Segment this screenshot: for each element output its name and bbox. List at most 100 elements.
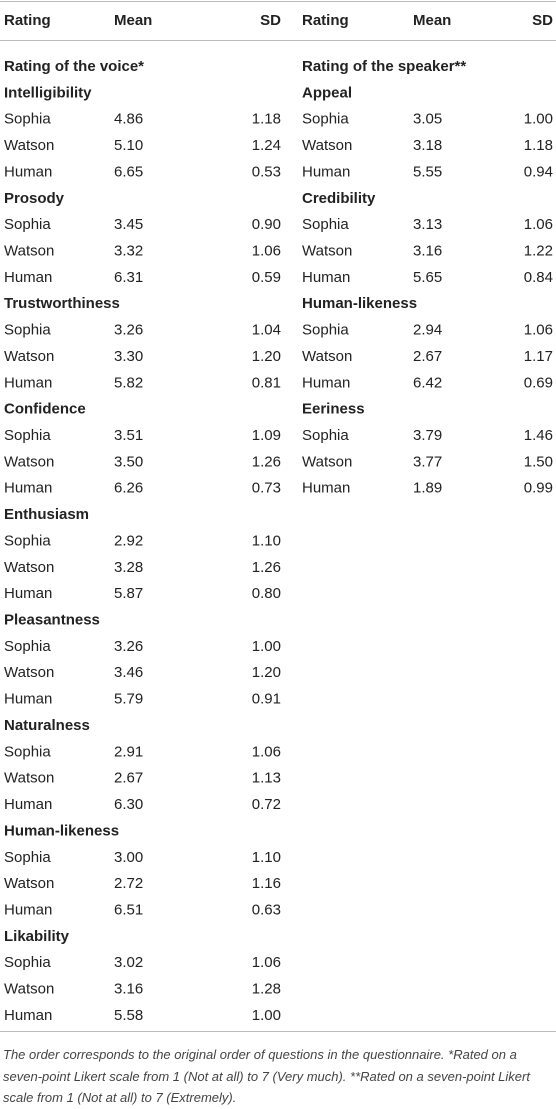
footnote: The order corresponds to the original or… — [3, 1047, 530, 1105]
cell-value: 5.82 — [114, 374, 143, 391]
row-label: Watson — [302, 453, 352, 470]
cell-value: 1.20 — [252, 348, 281, 365]
group-heading: Confidence — [4, 401, 86, 418]
row-label: Human — [4, 269, 52, 286]
column-header: Rating — [302, 12, 349, 29]
cell-value: 1.22 — [524, 242, 553, 259]
cell-value: 0.80 — [252, 585, 281, 602]
cell-value: 3.50 — [114, 453, 143, 470]
cell-value: 6.42 — [413, 374, 442, 391]
cell-value: 4.86 — [114, 111, 143, 128]
section-title: Rating of the voice* — [4, 58, 144, 75]
cell-value: 6.51 — [114, 901, 143, 918]
cell-value: 1.00 — [524, 111, 553, 128]
cell-value: 3.46 — [114, 664, 143, 681]
cell-value: 5.10 — [114, 137, 143, 154]
column-header: Mean — [413, 12, 451, 29]
cell-value: 1.06 — [252, 954, 281, 971]
cell-value: 1.18 — [524, 137, 553, 154]
cell-value: 5.79 — [114, 691, 143, 708]
row-label: Human — [4, 163, 52, 180]
group-heading: Likability — [4, 928, 70, 945]
row-label: Sophia — [302, 111, 349, 128]
cell-value: 1.89 — [413, 480, 442, 497]
cell-value: 5.58 — [114, 1007, 143, 1024]
cell-value: 2.72 — [114, 875, 143, 892]
cell-value: 3.32 — [114, 242, 143, 259]
cell-value: 3.16 — [114, 981, 143, 998]
cell-value: 0.59 — [252, 269, 281, 286]
cell-value: 1.00 — [252, 638, 281, 655]
row-label: Sophia — [302, 216, 349, 233]
cell-value: 3.30 — [114, 348, 143, 365]
row-label: Watson — [302, 137, 352, 154]
cell-value: 1.06 — [524, 216, 553, 233]
group-heading: Credibility — [302, 190, 376, 207]
cell-value: 1.20 — [252, 664, 281, 681]
cell-value: 1.10 — [252, 849, 281, 866]
cell-value: 3.26 — [114, 638, 143, 655]
cell-value: 0.73 — [252, 480, 281, 497]
row-label: Human — [4, 480, 52, 497]
cell-value: 1.46 — [524, 427, 553, 444]
cell-value: 1.06 — [524, 322, 553, 339]
cell-value: 1.28 — [252, 981, 281, 998]
cell-value: 0.91 — [252, 691, 281, 708]
cell-value: 5.55 — [413, 163, 442, 180]
section-title: Rating of the speaker** — [302, 58, 466, 75]
cell-value: 3.79 — [413, 427, 442, 444]
cell-value: 2.67 — [114, 770, 143, 787]
group-heading: Intelligibility — [4, 84, 92, 101]
cell-value: 5.65 — [413, 269, 442, 286]
row-label: Watson — [302, 242, 352, 259]
cell-value: 2.67 — [413, 348, 442, 365]
column-header: SD — [260, 12, 281, 29]
row-label: Sophia — [4, 216, 51, 233]
row-label: Human — [302, 269, 350, 286]
column-header: Rating — [4, 12, 51, 29]
cell-value: 0.63 — [252, 901, 281, 918]
cell-value: 3.51 — [114, 427, 143, 444]
cell-value: 0.53 — [252, 163, 281, 180]
cell-value: 1.06 — [252, 242, 281, 259]
row-label: Human — [4, 796, 52, 813]
cell-value: 0.84 — [524, 269, 553, 286]
cell-value: 1.17 — [524, 348, 553, 365]
row-label: Watson — [4, 453, 54, 470]
cell-value: 6.31 — [114, 269, 143, 286]
row-label: Sophia — [302, 322, 349, 339]
cell-value: 0.90 — [252, 216, 281, 233]
cell-value: 1.00 — [252, 1007, 281, 1024]
cell-value: 3.28 — [114, 559, 143, 576]
cell-value: 6.65 — [114, 163, 143, 180]
row-label: Human — [4, 1007, 52, 1024]
group-heading: Eeriness — [302, 401, 365, 418]
row-label: Watson — [302, 348, 352, 365]
column-header: SD — [532, 12, 553, 29]
cell-value: 3.26 — [114, 322, 143, 339]
cell-value: 1.13 — [252, 770, 281, 787]
column-header: Mean — [114, 12, 152, 29]
row-label: Sophia — [4, 849, 51, 866]
row-label: Sophia — [302, 427, 349, 444]
cell-value: 1.18 — [252, 111, 281, 128]
cell-value: 0.94 — [524, 163, 553, 180]
cell-value: 3.02 — [114, 954, 143, 971]
cell-value: 1.10 — [252, 532, 281, 549]
row-label: Watson — [4, 664, 54, 681]
row-label: Sophia — [4, 954, 51, 971]
row-label: Human — [4, 901, 52, 918]
cell-value: 3.13 — [413, 216, 442, 233]
group-heading: Prosody — [4, 190, 65, 207]
cell-value: 3.05 — [413, 111, 442, 128]
cell-value: 1.26 — [252, 453, 281, 470]
cell-value: 2.94 — [413, 322, 442, 339]
row-label: Watson — [4, 770, 54, 787]
cell-value: 5.87 — [114, 585, 143, 602]
cell-value: 2.91 — [114, 743, 143, 760]
row-label: Sophia — [4, 322, 51, 339]
cell-value: 0.72 — [252, 796, 281, 813]
row-label: Watson — [4, 242, 54, 259]
group-heading: Enthusiasm — [4, 506, 89, 523]
